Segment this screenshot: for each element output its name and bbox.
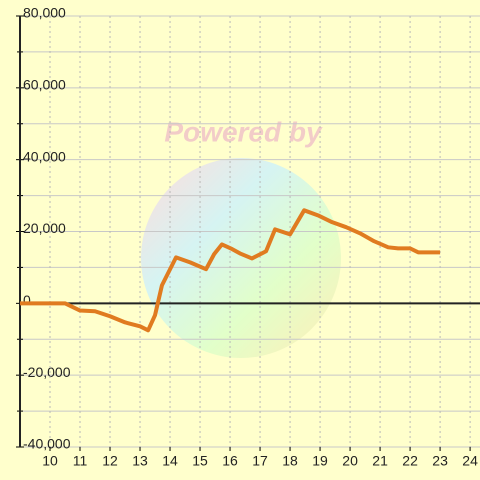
y-tick-label: 20,000 — [23, 220, 66, 236]
y-tick-label: -40,000 — [23, 436, 71, 452]
watermark-logo — [141, 158, 341, 358]
line-series — [20, 208, 441, 333]
x-tick-label: 21 — [372, 453, 388, 469]
x-tick-label: 19 — [312, 453, 328, 469]
x-tick-label: 10 — [42, 453, 58, 469]
x-tick-label: 20 — [342, 453, 358, 469]
x-tick-label: 12 — [102, 453, 118, 469]
x-tick-label: 15 — [192, 453, 208, 469]
x-tick-label: 17 — [252, 453, 268, 469]
x-tick-label: 11 — [73, 453, 88, 469]
y-tick-label: -20,000 — [23, 364, 71, 380]
y-tick-label: 40,000 — [23, 148, 66, 164]
x-tick-label: 18 — [282, 453, 298, 469]
watermark: Powered by — [164, 116, 323, 147]
y-tick-label: 80,000 — [23, 5, 66, 21]
x-tick-label: 22 — [402, 453, 418, 469]
x-tick-label: 13 — [132, 453, 148, 469]
x-tick-label: 16 — [222, 453, 238, 469]
y-tick-label: 60,000 — [23, 77, 66, 93]
y-tick-label: 0 — [23, 292, 31, 308]
x-tick-label: 23 — [432, 453, 448, 469]
x-tick-label: 24 — [462, 453, 478, 469]
x-tick-label: 14 — [162, 453, 178, 469]
